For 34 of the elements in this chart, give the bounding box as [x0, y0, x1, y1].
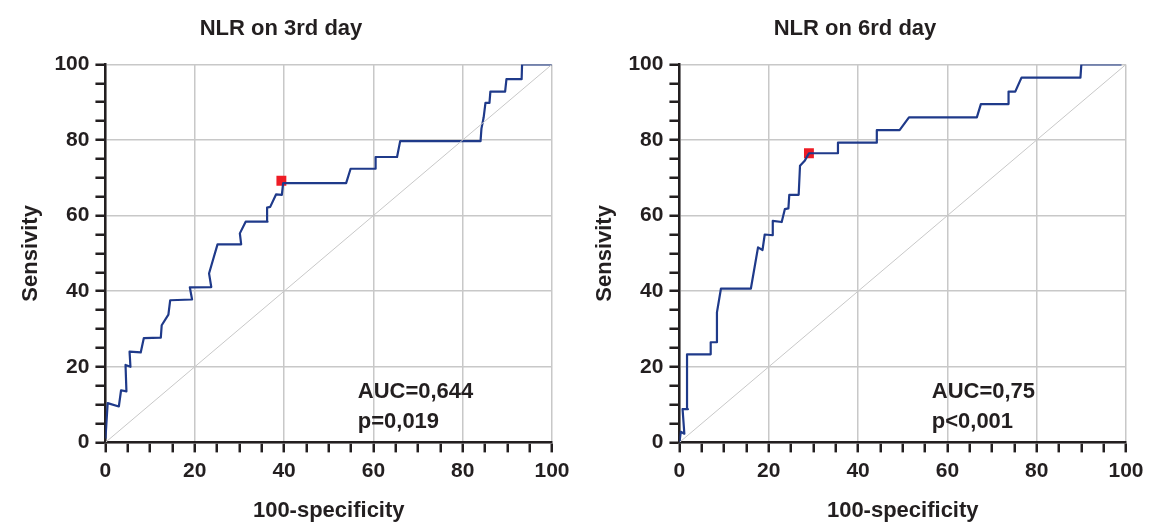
y-tick-label: 0 — [651, 429, 664, 453]
y-tick-label: 100 — [54, 51, 90, 75]
annotation: p<0,001 — [931, 408, 1014, 434]
x-axis-title: 100-specificity — [252, 496, 406, 522]
annotation: p=0,019 — [357, 408, 440, 434]
x-tick-label: 80 — [451, 457, 475, 481]
y-tick-label: 60 — [640, 202, 664, 226]
y-tick-label: 80 — [66, 126, 90, 150]
y-tick-label: 20 — [640, 353, 664, 377]
y-tick-label: 20 — [66, 353, 90, 377]
y-tick-label: 80 — [640, 126, 664, 150]
y-tick-label: 0 — [77, 429, 90, 453]
y-tick-label: 60 — [66, 202, 90, 226]
y-axis-title: Sensivity — [591, 204, 617, 302]
annotation: AUC=0,644 — [357, 378, 475, 404]
x-tick-label: 40 — [846, 457, 870, 481]
y-tick-label: 100 — [628, 51, 664, 75]
chart-title: NLR on 3rd day — [199, 15, 364, 41]
x-axis-title: 100-specificity — [826, 496, 980, 522]
y-tick-label: 40 — [640, 278, 664, 301]
annotation: AUC=0,75 — [931, 378, 1036, 404]
x-tick-label: 0 — [99, 457, 112, 481]
x-tick-label: 0 — [673, 457, 686, 481]
x-tick-label: 80 — [1025, 457, 1049, 481]
x-tick-label: 60 — [935, 457, 960, 481]
x-tick-label: 40 — [272, 457, 296, 481]
x-tick-label: 60 — [361, 457, 386, 481]
y-axis-title: Sensivity — [17, 204, 43, 302]
x-tick-label: 100 — [534, 457, 570, 481]
x-tick-label: 100 — [1108, 457, 1144, 481]
chart-title: NLR on 6rd day — [773, 15, 938, 41]
x-tick-label: 20 — [183, 457, 207, 481]
x-tick-label: 20 — [757, 457, 781, 481]
y-tick-label: 40 — [66, 278, 90, 301]
